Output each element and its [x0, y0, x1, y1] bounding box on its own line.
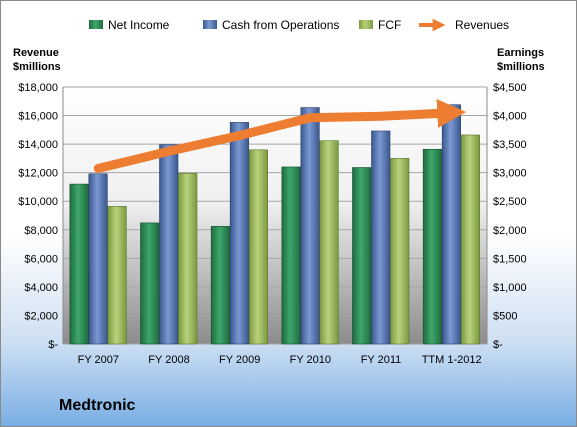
- left-tick-label: $18,000: [18, 82, 58, 94]
- legend: Net Income Cash from Operations FCF Reve…: [89, 18, 509, 32]
- left-tick-label: $8,000: [24, 225, 58, 237]
- left-tick-label: $2,000: [24, 310, 58, 322]
- bar-net-income: [422, 148, 442, 345]
- bar-cash-from-operations: [88, 173, 108, 345]
- left-tick-label: $16,000: [18, 111, 58, 123]
- category-label: TTM 1-2012: [422, 354, 482, 366]
- company-name: Medtronic: [59, 397, 136, 414]
- right-tick-label: $-: [493, 339, 503, 351]
- right-tick-label: $3,000: [493, 168, 527, 180]
- right-tick-label: $500: [493, 310, 517, 322]
- left-tick-label: $14,000: [18, 139, 58, 151]
- line-revenues: [93, 99, 467, 173]
- left-tick-label: $10,000: [18, 196, 58, 208]
- right-axis-title-line-1: Earnings: [497, 47, 544, 59]
- legend-label-fcf: FCF: [378, 18, 401, 32]
- right-tick-label: $4,500: [493, 82, 527, 94]
- bar-fcf: [390, 158, 410, 345]
- legend-swatch-fcf: [359, 20, 373, 29]
- right-tick-label: $2,000: [493, 225, 527, 237]
- category-label: FY 2009: [219, 354, 260, 366]
- left-axis-ticks: $18,000 $16,000 $14,000 $12,000 $10,000 $8,00…: [18, 82, 58, 351]
- left-tick-label: $12,000: [18, 168, 58, 180]
- left-axis-title-line-1: Revenue: [13, 47, 59, 59]
- right-tick-label: $2,500: [493, 196, 527, 208]
- bar-net-income: [210, 226, 230, 345]
- revenue-line: [93, 99, 467, 173]
- bar-fcf: [107, 206, 127, 345]
- left-tick-label: $6,000: [24, 253, 58, 265]
- left-tick-label: $4,000: [24, 282, 58, 294]
- right-axis-title-line-2: $millions: [497, 61, 545, 73]
- left-tick-label: $-: [48, 339, 58, 351]
- bar-cash-from-operations: [441, 104, 461, 345]
- category-label: FY 2011: [361, 354, 402, 366]
- right-tick-label: $1,000: [493, 282, 527, 294]
- bar-cash-from-operations: [371, 130, 391, 345]
- bar-net-income: [281, 166, 301, 345]
- right-tick-label: $1,500: [493, 253, 527, 265]
- bar-fcf: [248, 149, 268, 345]
- right-tick-label: $4,000: [493, 111, 527, 123]
- category-labels: FY 2007 FY 2008 FY 2009 FY 2010 FY 2011 TTM 1…: [78, 354, 482, 366]
- legend-swatch-net-income: [89, 20, 103, 29]
- bars: [69, 104, 480, 345]
- bar-net-income: [352, 167, 372, 345]
- bar-fcf: [460, 134, 480, 345]
- right-tick-label: $3,500: [493, 139, 527, 151]
- category-label: FY 2007: [78, 354, 119, 366]
- bar-cash-from-operations: [300, 107, 320, 345]
- bar-net-income: [69, 183, 89, 345]
- category-label: FY 2010: [290, 354, 331, 366]
- left-axis-title-line-2: $millions: [13, 61, 61, 73]
- legend-label-cash-from-operations: Cash from Operations: [222, 18, 339, 32]
- bar-fcf: [178, 172, 198, 345]
- bar-net-income: [140, 222, 160, 345]
- legend-swatch-cash-from-operations: [203, 20, 217, 29]
- legend-label-net-income: Net Income: [108, 18, 170, 32]
- right-axis-ticks: $4,500 $4,000 $3,500 $3,000 $2,500 $2,000 $1,5…: [493, 82, 527, 351]
- bar-cash-from-operations: [229, 122, 249, 345]
- bar-cash-from-operations: [159, 144, 179, 345]
- category-label: FY 2008: [148, 354, 189, 366]
- legend-label-revenues: Revenues: [455, 18, 509, 32]
- gridlines: [62, 86, 488, 345]
- bar-fcf: [319, 140, 339, 345]
